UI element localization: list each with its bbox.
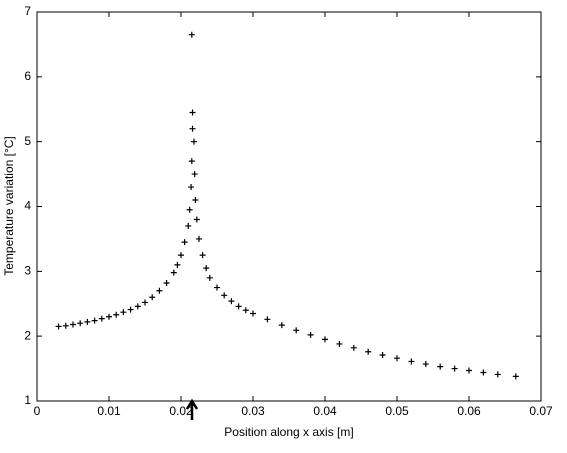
point (512, 373, 519, 380)
point (228, 298, 235, 305)
point (480, 369, 487, 376)
point (181, 239, 188, 246)
y-tick-label: 6 (24, 69, 31, 83)
point (70, 321, 76, 328)
point (242, 307, 249, 314)
point (350, 344, 357, 351)
point (190, 138, 197, 145)
point (293, 327, 300, 334)
x-tick-label: 0.07 (529, 404, 553, 418)
x-tick-label: 0.04 (313, 404, 337, 418)
point (494, 371, 501, 378)
point (55, 323, 62, 330)
point (278, 322, 285, 329)
point (174, 261, 181, 268)
point (91, 317, 98, 324)
point (199, 252, 206, 259)
x-tick-label: 0.05 (385, 404, 409, 418)
point (185, 222, 192, 229)
point (156, 287, 163, 294)
y-tick-label: 7 (24, 4, 31, 18)
point (336, 340, 343, 347)
x-axis-label: Position along x axis [m] (224, 425, 353, 439)
y-tick-label: 1 (24, 393, 31, 407)
point (192, 197, 199, 204)
point (379, 351, 386, 358)
point (163, 280, 170, 287)
arrow (185, 398, 199, 420)
point (196, 235, 202, 242)
point (189, 125, 196, 132)
point (189, 109, 196, 116)
point (422, 361, 429, 368)
point (451, 365, 458, 372)
point (142, 299, 148, 306)
x-tick-label: 0.02 (169, 404, 193, 418)
point (113, 311, 120, 318)
point (214, 284, 220, 291)
point (221, 292, 228, 299)
point (203, 265, 210, 272)
point (178, 252, 184, 259)
point (193, 216, 200, 223)
point (307, 331, 314, 338)
x-tick-label: 0.06 (457, 404, 481, 418)
point (264, 316, 271, 323)
point (77, 320, 84, 327)
point (120, 309, 127, 316)
point (206, 274, 213, 281)
point (127, 306, 134, 313)
y-tick-label: 2 (24, 328, 31, 342)
point (394, 355, 400, 362)
point (98, 315, 105, 322)
point (62, 322, 69, 329)
point (186, 206, 193, 213)
x-tick-label: 0.01 (97, 404, 121, 418)
y-tick-label: 3 (24, 264, 31, 278)
y-tick-label: 4 (24, 199, 31, 213)
point (188, 158, 195, 165)
point (322, 336, 328, 343)
point (437, 363, 444, 370)
point (149, 294, 156, 301)
y-tick-label: 5 (24, 134, 31, 148)
point (191, 171, 198, 178)
point (134, 303, 141, 310)
point (106, 313, 112, 320)
point (466, 367, 472, 374)
point (365, 348, 372, 355)
point (408, 358, 415, 365)
point (188, 31, 195, 38)
point (170, 269, 177, 276)
point (235, 303, 242, 310)
y-axis-label: Temperature variation [°C] (2, 136, 16, 276)
point (188, 184, 195, 191)
x-tick-label: 0.03 (241, 404, 265, 418)
plot-frame (36, 11, 542, 402)
point (250, 310, 256, 317)
x-tick-label: 0 (34, 404, 41, 418)
point (84, 318, 91, 325)
